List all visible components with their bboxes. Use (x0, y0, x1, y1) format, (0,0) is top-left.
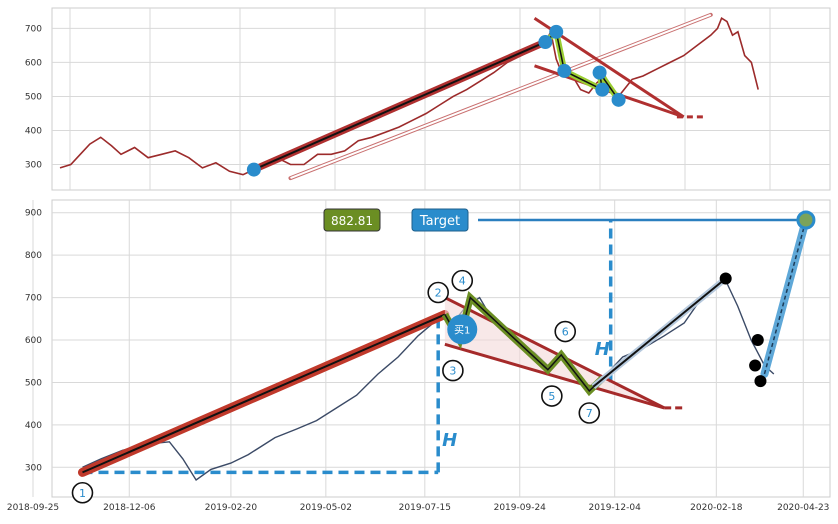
target-value-box (323, 208, 381, 232)
top-trend-core (253, 41, 546, 171)
target-label: Target (419, 214, 460, 229)
y-tick-label: 400 (25, 421, 42, 431)
pivot-label-circle (554, 320, 577, 343)
top-pivot-point (611, 92, 626, 107)
triangle-upper (444, 296, 665, 410)
buy-marker-circle (447, 314, 478, 345)
y-tick-label: 900 (25, 209, 42, 219)
x-tick-label: 2019-12-04 (589, 503, 642, 513)
top-y-tick-label: 500 (25, 92, 42, 102)
pivot-label-circle (71, 481, 94, 504)
target-label-box (411, 208, 469, 232)
pivot-label-circle (451, 269, 474, 292)
black-pivot-point (754, 375, 767, 388)
target-point (796, 210, 816, 230)
top-pivot-point (557, 63, 572, 78)
pivot-label-text: 4 (459, 275, 466, 288)
triangle-lower (444, 342, 665, 410)
x-tick-label: 2019-09-24 (494, 503, 547, 513)
top-pivot-point (549, 24, 564, 39)
black-pivot-point (751, 334, 764, 347)
top-pivot-point (595, 82, 610, 97)
pivot-label-circle (442, 359, 464, 382)
top-y-tick-label: 600 (25, 58, 42, 68)
buy-marker-label: 买1 (454, 324, 470, 336)
target-value-label: 882.81 (331, 214, 373, 228)
top-panel-frame (51, 7, 831, 191)
top-pivot-point (538, 35, 553, 50)
x-tick-label: 2020-02-18 (690, 503, 743, 513)
top-y-tick-label: 700 (25, 24, 42, 34)
measure-h2-label: H (595, 339, 610, 360)
pivot-label-circle (578, 402, 601, 424)
pivot-label-text: 6 (562, 326, 569, 339)
pivot-label-circle (427, 281, 449, 304)
top-y-tick-label: 300 (25, 160, 42, 170)
black-pivot-point (719, 272, 732, 285)
pivot-label-text: 3 (449, 365, 456, 378)
bottom-trend-core (82, 313, 446, 474)
y-tick-label: 800 (25, 251, 42, 261)
x-tick-label: 2019-05-02 (300, 503, 352, 513)
pivot-label-circle (541, 385, 563, 407)
target-projection-core (763, 219, 807, 375)
pivot-label-text: 5 (548, 390, 555, 403)
top-y-tick-label: 400 (25, 126, 42, 136)
top-pivot-point (246, 162, 261, 177)
y-tick-label: 500 (25, 378, 42, 388)
y-tick-label: 600 (25, 336, 42, 346)
y-tick-label: 700 (25, 294, 42, 304)
y-tick-label: 300 (25, 463, 42, 473)
x-tick-label: 2019-02-20 (205, 503, 258, 513)
measure-h-label: H (442, 430, 457, 451)
x-tick-label: 2018-09-25 (7, 503, 59, 513)
x-tick-label: 2020-04-23 (777, 503, 829, 513)
rally-line (592, 277, 727, 388)
black-pivot-point (749, 359, 762, 372)
pivot-label-text: 7 (586, 407, 593, 420)
top-projection-arrow-inner (290, 13, 712, 180)
top-pivot-point (592, 65, 607, 80)
top-price-line (59, 17, 759, 176)
bottom-panel-frame (51, 199, 831, 498)
x-tick-label: 2018-12-06 (103, 503, 156, 513)
pivot-label-text: 1 (79, 487, 86, 500)
pivot-label-text: 2 (435, 286, 442, 299)
x-tick-label: 2019-07-15 (399, 503, 451, 513)
